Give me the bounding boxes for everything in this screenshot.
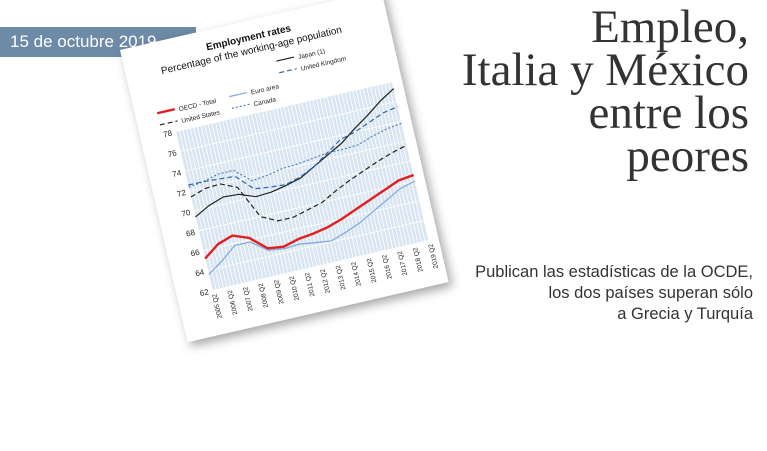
x-tick-label: 2012 Q2 (319, 268, 332, 294)
y-tick-label: 64 (194, 267, 205, 278)
y-tick-label: 76 (167, 148, 178, 159)
grid-line-horizontal (212, 240, 429, 291)
y-tick-label: 74 (171, 168, 182, 179)
x-tick-label: 2015 Q2 (366, 257, 379, 283)
series-line-euro-area (208, 180, 416, 275)
y-tick-label: 70 (181, 208, 192, 219)
x-tick-label: 2006 Q2 (227, 289, 240, 315)
headline-line-2: Italia y México (461, 44, 749, 96)
headline-line-4: peores (626, 130, 749, 182)
y-tick-label: 62 (199, 287, 210, 298)
legend-swatch (279, 68, 297, 74)
legend-label: Japan (1) (297, 48, 325, 61)
employment-chart: Employment rates Percentage of the worki… (156, 23, 441, 319)
grid-line-horizontal (207, 220, 425, 271)
y-tick-label: 78 (162, 128, 173, 139)
chart-card: Employment rates Percentage of the worki… (120, 0, 449, 343)
legend-swatch (159, 120, 178, 126)
series-line-united-kingdom (188, 105, 399, 190)
legend-swatch (156, 108, 175, 115)
grid-line-horizontal (175, 81, 393, 132)
headline-line-3: entre los (588, 87, 749, 139)
y-tick-label: 66 (190, 248, 201, 259)
series-line-united-states (190, 144, 408, 222)
grid-line-horizontal (203, 200, 420, 252)
x-tick-label: 2014 Q2 (350, 261, 363, 287)
series-line-canada (188, 122, 402, 188)
subheadline-line-2: los dos países superan sólo (548, 284, 753, 302)
legend-label: Euro area (250, 83, 280, 96)
subheadline-line-3: a Grecia y Turquía (617, 305, 753, 323)
subheadline: Publican las estadísticas de la OCDE, lo… (393, 262, 753, 325)
grid-line-horizontal (198, 180, 416, 232)
x-tick-label: 2019 Q2 (428, 243, 441, 269)
y-tick-label: 68 (185, 228, 196, 239)
headline-line-1: Empleo, (591, 1, 749, 53)
x-tick-label: 2017 Q2 (397, 250, 410, 276)
x-tick-label: 2008 Q2 (258, 282, 271, 308)
legend-swatch (229, 91, 247, 98)
headline: Empleo, Italia y México entre los peores (389, 1, 749, 182)
x-tick-label: 2018 Q2 (412, 246, 425, 272)
x-tick-label: 2007 Q2 (242, 286, 255, 312)
grid-line-horizontal (194, 160, 411, 212)
x-tick-label: 2005 Q2 (211, 293, 224, 319)
x-tick-label: 2016 Q2 (381, 254, 394, 280)
x-tick-label: 2010 Q2 (289, 275, 302, 301)
x-tick-label: 2013 Q2 (335, 264, 348, 290)
y-tick-label: 72 (176, 188, 187, 199)
legend-label: Canada (253, 96, 277, 108)
date-text: 15 de octubre 2019 (10, 32, 157, 51)
grid-line-horizontal (180, 101, 397, 152)
legend-swatch (231, 103, 250, 109)
grid-line-horizontal (189, 140, 406, 192)
grid-line-horizontal (184, 120, 402, 172)
grid-line-vertical (175, 131, 213, 291)
series-line-oecd-total (204, 173, 415, 260)
legend-swatch (276, 56, 295, 62)
subheadline-line-1: Publican las estadísticas de la OCDE, (475, 263, 753, 281)
series-line-japan-1- (195, 88, 395, 218)
x-tick-label: 2009 Q2 (273, 278, 286, 304)
x-tick-label: 2011 Q2 (304, 271, 316, 297)
